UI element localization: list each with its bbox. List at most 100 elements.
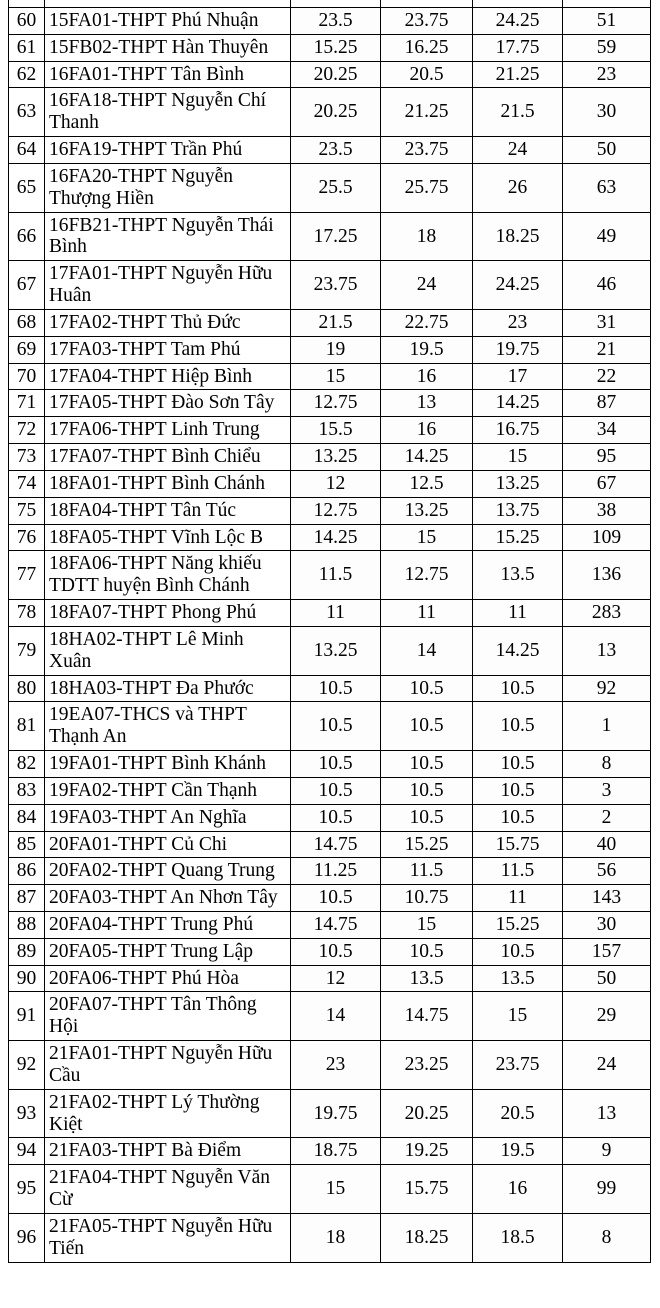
table-row: 82 19FA01-THPT Bình Khánh 10.5 10.5 10.5 8 (8, 750, 651, 778)
cell-nv3: 19.5 (472, 1137, 563, 1166)
cell-stt: 80 (8, 674, 45, 703)
table-row: 91 20FA07-THPT Tân Thông Hội 14 14.75 15 29 (8, 991, 651, 1042)
cell-nv1: 19.75 (290, 1088, 381, 1139)
cell-school: 20FA04-THPT Trung Phú (44, 910, 291, 939)
cell-nv3: 24.25 (472, 260, 563, 310)
cell-nv2: 25.75 (380, 162, 473, 213)
cell-stt: 75 (8, 496, 45, 525)
cell-stt: 91 (8, 991, 45, 1042)
cell-nv3: 10.5 (472, 674, 563, 703)
cell-nv2: 11.5 (380, 857, 473, 886)
cell-chi-tieu: 92 (562, 674, 651, 703)
cell-nv2: 10.5 (380, 776, 473, 805)
cell-stt: 79 (8, 625, 45, 676)
table-row: 87 20FA03-THPT An Nhơn Tây 10.5 10.75 11 143 (8, 884, 651, 912)
table-row: 66 16FB21-THPT Nguyễn Thái Bình 17.25 18 18.… (8, 211, 651, 262)
table-row: 95 21FA04-THPT Nguyễn Văn Cừ 15 15.75 16 99 (8, 1164, 651, 1214)
cell-school: 21FA01-THPT Nguyễn Hữu Cầu (44, 1040, 291, 1090)
cell-chi-tieu: 8 (562, 750, 651, 778)
cell-nv2: 18 (380, 211, 473, 262)
cell-nv3: 15 (472, 443, 563, 471)
table-header-row (8, 0, 651, 8)
cell-stt: 83 (8, 776, 45, 805)
cell-stt: 72 (8, 416, 45, 445)
cell-nv2: 10.5 (380, 674, 473, 703)
cell-nv2: 12.5 (380, 469, 473, 498)
table-row: 85 20FA01-THPT Củ Chi 14.75 15.25 15.75 40 (8, 830, 651, 859)
cell-nv3: 14.25 (472, 625, 563, 676)
table-row: 80 18HA03-THPT Đa Phước 10.5 10.5 10.5 92 (8, 674, 651, 703)
cell-chi-tieu: 87 (562, 389, 651, 418)
table-row: 65 16FA20-THPT Nguyễn Thượng Hiền 25.5 25.7… (8, 162, 651, 213)
cell-nv3: 10.5 (472, 701, 563, 752)
cell-nv1: 21.5 (290, 308, 381, 337)
table-row: 70 17FA04-THPT Hiệp Bình 15 16 17 22 (8, 362, 651, 391)
cell-chi-tieu: 8 (562, 1212, 651, 1263)
cell-nv3: 10.5 (472, 776, 563, 805)
table-row: 71 17FA05-THPT Đào Sơn Tây 12.75 13 14.25 87 (8, 389, 651, 418)
cell-nv2: 24 (380, 260, 473, 310)
cell-nv3: 17.75 (472, 33, 563, 62)
cell-stt: 66 (8, 211, 45, 262)
cell-nv1: 15.25 (290, 33, 381, 62)
table-row: 83 19FA02-THPT Cần Thạnh 10.5 10.5 10.5 3 (8, 776, 651, 805)
cell-stt: 69 (8, 335, 45, 364)
cell-nv3: 11.5 (472, 857, 563, 886)
cell-chi-tieu: 34 (562, 416, 651, 445)
cell-stt: 73 (8, 443, 45, 471)
cell-stt: 70 (8, 362, 45, 391)
cell-nv1: 15 (290, 362, 381, 391)
cell-chi-tieu: 67 (562, 469, 651, 498)
cell-nv1: 12 (290, 964, 381, 993)
cell-school: 18FA05-THPT Vĩnh Lộc B (44, 523, 291, 552)
column-header-nv3 (472, 0, 563, 8)
cell-stt: 78 (8, 599, 45, 627)
cell-nv1: 23.5 (290, 7, 381, 35)
cell-nv1: 25.5 (290, 162, 381, 213)
cell-nv3: 16 (472, 1164, 563, 1214)
cell-stt: 71 (8, 389, 45, 418)
column-header-nv2 (380, 0, 473, 8)
cell-school: 15FB02-THPT Hàn Thuyên (44, 33, 291, 62)
cell-school: 17FA02-THPT Thủ Đức (44, 308, 291, 337)
cell-nv2: 20.5 (380, 60, 473, 89)
cell-school: 16FA19-THPT Trần Phú (44, 136, 291, 164)
cell-nv2: 18.25 (380, 1212, 473, 1263)
cell-nv3: 13.75 (472, 496, 563, 525)
cell-school: 20FA07-THPT Tân Thông Hội (44, 991, 291, 1042)
cell-nv2: 20.25 (380, 1088, 473, 1139)
cell-school: 16FB21-THPT Nguyễn Thái Bình (44, 211, 291, 262)
cell-chi-tieu: 3 (562, 776, 651, 805)
cell-stt: 81 (8, 701, 45, 752)
cell-school: 19FA03-THPT An Nghĩa (44, 803, 291, 832)
cell-stt: 96 (8, 1212, 45, 1263)
cell-nv2: 19.5 (380, 335, 473, 364)
cell-stt: 76 (8, 523, 45, 552)
cell-school: 17FA04-THPT Hiệp Bình (44, 362, 291, 391)
cell-chi-tieu: 136 (562, 550, 651, 601)
table-row: 73 17FA07-THPT Bình Chiểu 13.25 14.25 15 95 (8, 443, 651, 471)
column-header-school (44, 0, 291, 8)
cell-nv2: 11 (380, 599, 473, 627)
cell-nv3: 26 (472, 162, 563, 213)
cell-chi-tieu: 51 (562, 7, 651, 35)
cell-nv1: 19 (290, 335, 381, 364)
cell-school: 19FA02-THPT Cần Thạnh (44, 776, 291, 805)
cell-stt: 77 (8, 550, 45, 601)
cell-nv3: 11 (472, 884, 563, 912)
cell-stt: 63 (8, 87, 45, 138)
cell-school: 18FA01-THPT Bình Chánh (44, 469, 291, 498)
cell-school: 21FA04-THPT Nguyễn Văn Cừ (44, 1164, 291, 1214)
cell-nv2: 15.25 (380, 830, 473, 859)
cell-nv2: 23.75 (380, 7, 473, 35)
cell-school: 21FA02-THPT Lý Thường Kiệt (44, 1088, 291, 1139)
cell-nv3: 17 (472, 362, 563, 391)
cell-school: 21FA03-THPT Bà Điểm (44, 1137, 291, 1166)
cell-nv1: 18 (290, 1212, 381, 1263)
cell-chi-tieu: 49 (562, 211, 651, 262)
cell-chi-tieu: 40 (562, 830, 651, 859)
cell-chi-tieu: 21 (562, 335, 651, 364)
cell-stt: 93 (8, 1088, 45, 1139)
cell-nv2: 13 (380, 389, 473, 418)
